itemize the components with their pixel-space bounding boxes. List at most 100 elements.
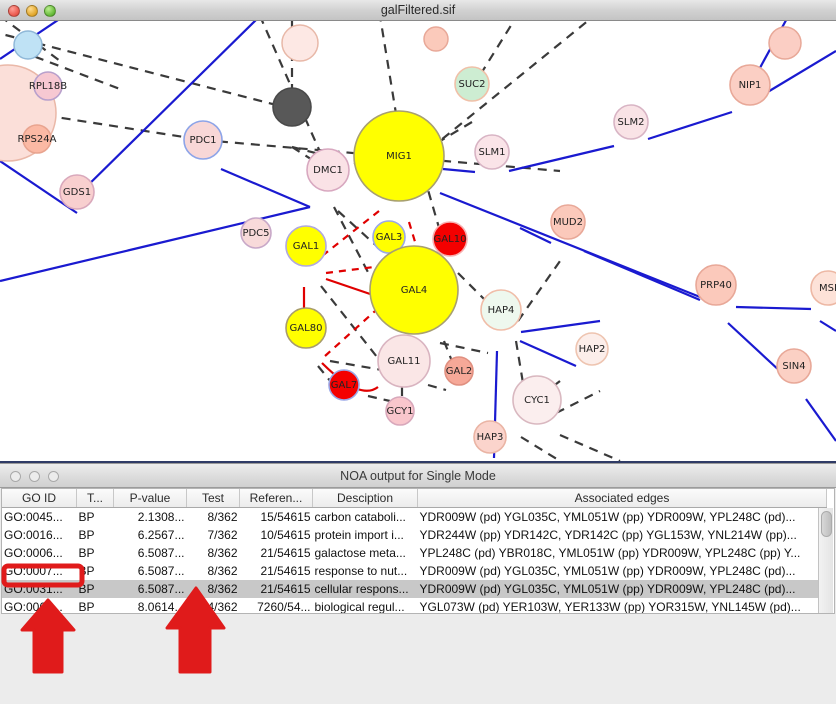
graph-node[interactable]	[285, 307, 327, 349]
graph-node[interactable]	[423, 26, 449, 52]
column-header-reference[interactable]: Referen...	[239, 489, 313, 508]
column-header-p-value[interactable]: P-value	[113, 489, 187, 508]
graph-node[interactable]	[328, 369, 360, 401]
column-header-description[interactable]: Desciption	[312, 489, 418, 508]
graph-node[interactable]	[810, 270, 836, 306]
column-header-associated-edges[interactable]: Associated edges	[417, 489, 827, 508]
graph-node[interactable]	[444, 356, 474, 386]
graph-node[interactable]	[454, 66, 490, 102]
table-cell-go-id: GO:0065...	[4, 600, 63, 614]
table-cell-test: 94/362	[200, 600, 238, 614]
table-cell-type: BP	[78, 564, 95, 578]
graph-node[interactable]	[183, 120, 223, 160]
graph-node[interactable]	[285, 225, 327, 267]
dialog-minimize-button[interactable]	[29, 471, 40, 482]
graph-node[interactable]	[432, 221, 468, 257]
graph-node[interactable]	[33, 71, 63, 101]
graph-node[interactable]	[575, 332, 609, 366]
table-cell-go-id: GO:0007...	[4, 564, 63, 578]
graph-node[interactable]	[281, 24, 319, 62]
table-cell-test: 8/362	[207, 510, 238, 524]
graph-node[interactable]	[480, 289, 522, 331]
table-cell-reference: 15/54615	[260, 510, 311, 524]
graph-node[interactable]	[240, 217, 272, 249]
table-cell-associated-edges: YDR244W (pp) YDR142C, YDR142C (pp) YGL15…	[419, 528, 797, 542]
table-cell-description: protein import i...	[314, 528, 404, 542]
table-cell-type: BP	[78, 528, 95, 542]
graph-node[interactable]	[306, 148, 350, 192]
table-body[interactable]: GO:0045... BP 2.1308... 8/362 15/54615 carbon…	[2, 508, 827, 614]
column-header-test[interactable]: Test	[186, 489, 240, 508]
table-cell-description: galactose meta...	[314, 546, 406, 560]
graph-node[interactable]	[369, 245, 459, 335]
table-cell-associated-edges: YPL248C (pd) YBR018C, YML051W (pp) YDR00…	[419, 546, 801, 560]
graph-node[interactable]	[272, 87, 312, 127]
graph-node[interactable]	[385, 396, 415, 426]
table-row[interactable]: GO:0065... BP 8.0614... 94/362 7260/54... bio…	[2, 598, 827, 614]
table-cell-description: response to nut...	[314, 564, 408, 578]
graph-node[interactable]	[695, 264, 737, 306]
graph-node[interactable]	[776, 348, 812, 384]
table-cell-test: 7/362	[207, 528, 238, 542]
table-cell-type: BP	[76, 580, 114, 598]
table-cell-associated-edges: YDR009W (pd) YGL035C, YML051W (pp) YDR00…	[419, 510, 796, 524]
graph-node[interactable]	[353, 110, 445, 202]
table-cell-description: cellular respons...	[312, 580, 418, 598]
table-row[interactable]: GO:0045... BP 2.1308... 8/362 15/54615 carbon…	[2, 508, 827, 527]
graph-node[interactable]	[550, 204, 586, 240]
network-nodes[interactable]	[0, 24, 836, 454]
table-row[interactable]: GO:0006... BP 6.5087... 8/362 21/54615 galact…	[2, 544, 827, 562]
dialog-close-button[interactable]	[10, 471, 21, 482]
table-vertical-scrollbar[interactable]	[818, 508, 833, 613]
graph-node[interactable]	[768, 26, 802, 60]
table-row[interactable]: GO:0016... BP 6.2567... 7/362 10/54615 protei…	[2, 526, 827, 544]
dialog-titlebar: NOA output for Single Mode	[0, 464, 836, 488]
column-header-go-id[interactable]: GO ID	[2, 489, 77, 508]
table-row[interactable]: GO:0007... BP 6.5087... 8/362 21/54615 respon…	[2, 562, 827, 580]
table-row[interactable]: GO:0031... BP 6.5087... 8/362 21/54615 cellul…	[2, 580, 827, 598]
table-cell-p-value: 6.5087...	[113, 580, 187, 598]
table-cell-reference: 10/54615	[260, 528, 311, 542]
graph-node[interactable]	[13, 30, 43, 60]
graph-node[interactable]	[473, 420, 507, 454]
table-cell-reference: 7260/54...	[257, 600, 311, 614]
table-cell-go-id: GO:0016...	[4, 528, 63, 542]
graph-node[interactable]	[613, 104, 649, 140]
graph-node[interactable]	[377, 334, 431, 388]
dialog-title: NOA output for Single Mode	[340, 469, 496, 483]
table-cell-associated-edges: YDR009W (pd) YGL035C, YML051W (pp) YDR00…	[419, 564, 796, 578]
noa-results-table[interactable]: GO ID T... P-value Test Referen... Desci…	[1, 488, 835, 614]
network-canvas[interactable]: RPL18B RPS24A GDS1 PDC1 PDC5 SUC2 DMC1 MIG1 SLM1…	[0, 21, 836, 463]
graph-node[interactable]	[729, 64, 771, 106]
table-cell-go-id: GO:0045...	[4, 510, 63, 524]
dialog-maximize-button[interactable]	[48, 471, 59, 482]
table-cell-p-value: 6.2567...	[137, 528, 185, 542]
table-cell-go-id: GO:0006...	[4, 546, 63, 560]
close-button[interactable]	[8, 5, 20, 17]
table-cell-p-value: 6.5087...	[137, 546, 185, 560]
graph-node[interactable]	[59, 174, 95, 210]
graph-node[interactable]	[22, 124, 52, 154]
table-cell-associated-edges: YGL073W (pd) YER103W, YER133W (pp) YOR31…	[419, 600, 801, 614]
network-edges	[0, 21, 836, 461]
column-header-type[interactable]: T...	[76, 489, 114, 508]
table-cell-type: BP	[78, 510, 95, 524]
graph-node[interactable]	[474, 134, 510, 170]
table-cell-reference: 21/54615	[239, 580, 313, 598]
table-cell-p-value: 8.0614...	[137, 600, 185, 614]
scrollbar-thumb[interactable]	[821, 511, 832, 537]
graph-node[interactable]	[512, 375, 562, 425]
table-cell-test: 8/362	[186, 580, 240, 598]
maximize-button[interactable]	[44, 5, 56, 17]
table-cell-go-id: GO:0031...	[2, 580, 77, 598]
window-titlebar: galFiltered.sif	[0, 0, 836, 21]
table-cell-type: BP	[78, 546, 95, 560]
table-header-row: GO ID T... P-value Test Referen... Desci…	[2, 489, 827, 508]
minimize-button[interactable]	[26, 5, 38, 17]
table-cell-type: BP	[78, 600, 95, 614]
table-cell-description: carbon cataboli...	[314, 510, 406, 524]
table-cell-description: biological regul...	[314, 600, 405, 614]
window-title: galFiltered.sif	[380, 3, 456, 17]
table-cell-associated-edges: YDR009W (pd) YGL035C, YML051W (pp) YDR00…	[417, 580, 827, 598]
